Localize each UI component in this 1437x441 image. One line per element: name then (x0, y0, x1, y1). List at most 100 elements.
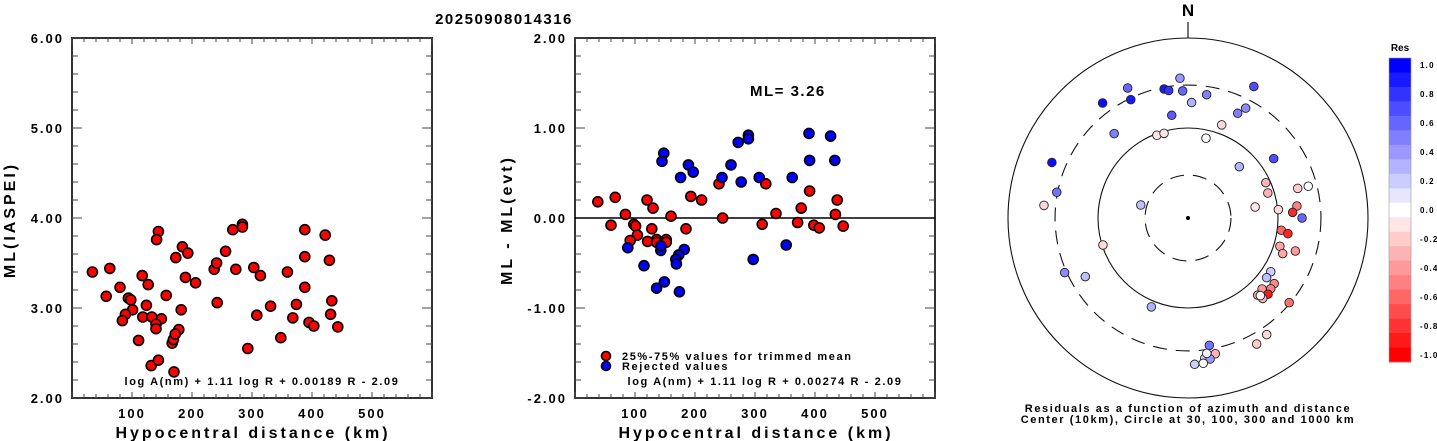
station-residual-point (1039, 200, 1049, 211)
station-residual-point (1268, 153, 1279, 164)
rejected-point (732, 136, 745, 149)
colorbar-swatch (1389, 101, 1411, 117)
colorbar-swatch (1389, 275, 1411, 291)
plot1-point (104, 262, 116, 275)
rejected-point (621, 241, 634, 254)
plot1-point (307, 320, 320, 332)
trimmed-point (591, 196, 604, 208)
colorbar-swatch (1389, 188, 1411, 204)
plot1-point (274, 331, 287, 344)
rejected-point (824, 130, 837, 142)
rejected-point (650, 282, 663, 295)
station-residual-point (1052, 187, 1062, 198)
plot2-ylabel: ML - ML(evt) (499, 155, 516, 285)
plot1-point (323, 254, 336, 267)
plot2-xlabel: Hypocentral distance (km) (618, 425, 893, 441)
figure-title: 20250908014316 (435, 11, 573, 28)
station-residual-point (1059, 267, 1070, 278)
trimmed-point (716, 212, 729, 224)
station-residual-point (1126, 94, 1136, 105)
plot1-frame (71, 37, 433, 399)
plot2-ytick-label: -1.00 (527, 301, 567, 316)
trimmed-point (605, 219, 617, 231)
plot1-point (298, 223, 311, 236)
rejected-point (747, 253, 760, 266)
colorbar-swatch (1389, 86, 1411, 102)
plot1-point (242, 342, 254, 355)
plot1-point (254, 269, 267, 282)
plot1-xtick-label: 500 (358, 406, 386, 421)
plot1-point (182, 247, 194, 259)
colorbar-swatch (1389, 58, 1411, 73)
plot1-point (160, 289, 172, 302)
colorbar-swatch (1389, 289, 1411, 305)
legend-marker-trimmed (600, 350, 612, 362)
station-residual-point (1250, 202, 1260, 212)
plot1-point (169, 328, 181, 340)
colorbar-tick-label: -0.4 (1420, 264, 1437, 273)
plot1-formula: log A(nm) + 1.11 log R + 0.00189 R - 2.0… (125, 376, 400, 388)
plot1-point (86, 266, 99, 278)
plot1-point (179, 271, 192, 284)
station-residual-point (1146, 302, 1157, 312)
station-residual-point (1232, 108, 1243, 119)
plot1-point (116, 314, 129, 327)
trimmed-point (831, 194, 844, 206)
rejected-point (828, 154, 841, 167)
colorbar-tick-label: 0.0 (1420, 206, 1435, 215)
rejected-point (803, 154, 816, 167)
plot1-xtick-label: 200 (178, 406, 206, 421)
plot1-xlabel: Hypocentral distance (km) (115, 425, 390, 441)
trimmed-point (813, 222, 826, 234)
station-residual-point (1303, 181, 1314, 191)
plot1-point (290, 298, 303, 311)
station-residual-point (1290, 246, 1301, 256)
plot1-ytick-label: 2.00 (31, 391, 64, 406)
rejected-point (687, 166, 700, 178)
plot1-point (136, 269, 148, 282)
colorbar-swatch (1389, 347, 1411, 363)
trimmed-point (684, 190, 697, 203)
rejected-point (803, 127, 815, 140)
station-residual-point (1277, 248, 1288, 259)
rejected-point (674, 171, 687, 184)
ml-value-label: ML= 3.26 (750, 83, 826, 100)
legend-marker-rejected (600, 360, 612, 372)
colorbar-tick-label: -0.2 (1420, 235, 1437, 244)
colorbar-tick-label: -0.6 (1420, 293, 1437, 302)
plot1-ylabel: ML(IASPEI) (2, 162, 19, 278)
colorbar-tick-label: 0.2 (1420, 177, 1435, 186)
colorbar-swatch (1389, 333, 1411, 349)
rejected-point (654, 240, 667, 252)
ml-vs-distance-plot: Hypocentral distance (km) ML(IASPEI) log… (2, 31, 433, 441)
distance-circle-30km (1144, 174, 1232, 262)
plot2-ytick-label: 0.00 (534, 211, 567, 226)
polar-caption-line1: Residuals as a function of azimuth and d… (1025, 403, 1351, 415)
plot1-ytick-label: 5.00 (31, 121, 64, 136)
plot2-xtick-label: 200 (681, 406, 709, 421)
rejected-point (673, 285, 686, 298)
colorbar-swatch (1389, 115, 1411, 131)
trimmed-point (665, 210, 677, 222)
plot1-ytick-label: 3.00 (31, 301, 64, 316)
legend-label-rejected: Rejected values (622, 361, 729, 373)
station-residual-point (1166, 110, 1177, 121)
plot1-xtick-label: 100 (118, 406, 146, 421)
plot1-point (319, 229, 332, 241)
plot1-point (125, 294, 137, 306)
legend-label-trimmed: 25%-75% values for trimmed mean (622, 351, 853, 363)
plot1-point (168, 366, 180, 378)
colorbar-swatch (1389, 246, 1411, 262)
station-residual-point (1201, 89, 1212, 100)
station-residual-point (1202, 348, 1212, 359)
plot1-point (230, 263, 242, 276)
station-residual-point (1261, 177, 1271, 188)
colorbar-swatch (1389, 173, 1411, 189)
colorbar-tick-label: -0.8 (1420, 322, 1437, 331)
colorbar-swatch (1389, 217, 1411, 233)
rejected-point (780, 239, 793, 251)
plot2-ytick-label: 1.00 (534, 121, 567, 136)
plot2-formula: log A(nm) + 1.11 log R + 0.00274 R - 2.0… (628, 376, 903, 388)
distance-circle-1000km (1007, 37, 1369, 399)
